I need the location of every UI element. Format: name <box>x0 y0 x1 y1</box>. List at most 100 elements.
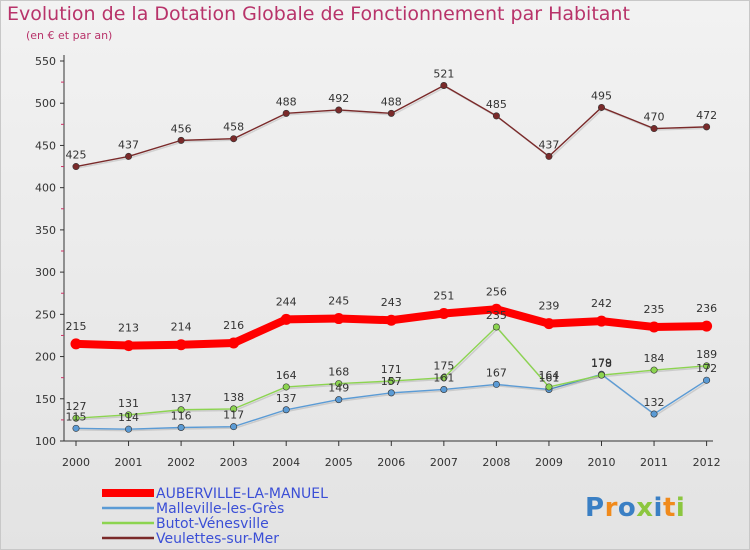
data-label: 149 <box>328 382 349 395</box>
data-label: 251 <box>433 289 454 302</box>
data-label: 157 <box>381 375 402 388</box>
y-tick-label: 250 <box>35 308 56 321</box>
data-point <box>385 314 397 326</box>
data-label: 172 <box>696 362 717 375</box>
logo-letter: i <box>653 493 663 523</box>
data-label: 214 <box>171 321 192 334</box>
x-tick-label: 2008 <box>482 456 510 469</box>
data-label: 167 <box>486 366 507 379</box>
data-point <box>492 323 500 331</box>
data-label: 488 <box>276 95 297 108</box>
x-tick-label: 2001 <box>115 456 143 469</box>
data-point <box>650 366 658 374</box>
data-label: 472 <box>696 109 717 122</box>
data-point <box>72 424 80 432</box>
y-tick-label: 200 <box>35 351 56 364</box>
data-point <box>438 307 450 319</box>
y-tick-label: 500 <box>35 97 56 110</box>
data-label: 470 <box>644 111 665 124</box>
data-point <box>335 380 343 388</box>
data-point <box>701 320 713 332</box>
data-point <box>282 109 290 117</box>
data-point <box>70 338 82 350</box>
y-tick-label: 150 <box>35 393 56 406</box>
data-label: 492 <box>328 92 349 105</box>
data-point <box>280 313 292 325</box>
legend-label: Malleville-les-Grès <box>156 501 284 517</box>
data-point <box>72 414 80 422</box>
data-label: 521 <box>433 67 454 80</box>
data-point <box>125 411 133 419</box>
logo-letter: o <box>617 493 637 523</box>
logo-letter: i <box>675 493 686 523</box>
data-label: 178 <box>591 357 612 370</box>
x-tick-label: 2005 <box>325 456 353 469</box>
data-label: 458 <box>223 121 244 134</box>
data-label: 132 <box>644 396 665 409</box>
legend-label: AUBERVILLE-LA-MANUEL <box>156 486 328 502</box>
legend: AUBERVILLE-LA-MANUELMalleville-les-GrèsB… <box>102 486 328 547</box>
logo-letter: t <box>662 493 676 523</box>
data-point <box>703 362 711 370</box>
data-label: 485 <box>486 98 507 111</box>
data-point <box>125 425 133 433</box>
data-label: 236 <box>696 302 717 315</box>
data-label: 175 <box>433 360 454 373</box>
x-tick-label: 2006 <box>377 456 405 469</box>
data-label: 131 <box>118 397 139 410</box>
data-point <box>123 340 135 352</box>
x-tick-label: 2011 <box>640 456 668 469</box>
data-point <box>177 406 185 414</box>
data-point <box>650 410 658 418</box>
proxiti-logo: Proxiti <box>585 493 685 523</box>
series-layer <box>70 81 713 433</box>
data-point <box>387 377 395 385</box>
data-point <box>230 405 238 413</box>
data-point <box>543 318 555 330</box>
data-labels-layer: 215 213 214 216 244 245 243 251 256 239 242 235 236 1… <box>66 67 718 424</box>
data-label: 117 <box>223 409 244 422</box>
logo-letter: x <box>636 493 654 523</box>
data-point <box>230 423 238 431</box>
data-label: 245 <box>328 295 349 308</box>
x-tick-label: 2009 <box>535 456 563 469</box>
data-label: 216 <box>223 319 244 332</box>
data-label: 161 <box>433 371 454 384</box>
logo-letter: r <box>604 493 618 523</box>
y-tick-label: 350 <box>35 224 56 237</box>
data-label: 168 <box>328 366 349 379</box>
data-point <box>335 396 343 404</box>
data-label: 235 <box>644 303 665 316</box>
data-label: 215 <box>66 320 87 333</box>
x-tick-label: 2007 <box>430 456 458 469</box>
data-label: 137 <box>171 392 192 405</box>
data-label: 171 <box>381 363 402 376</box>
data-point <box>492 380 500 388</box>
data-label: 164 <box>276 369 297 382</box>
data-label: 495 <box>591 89 612 102</box>
data-label: 189 <box>696 348 717 361</box>
y-tick-label: 100 <box>35 435 56 448</box>
data-point <box>650 125 658 133</box>
data-point <box>177 136 185 144</box>
data-point <box>597 103 605 111</box>
data-point <box>228 337 240 349</box>
x-tick-label: 2012 <box>693 456 721 469</box>
data-point <box>545 383 553 391</box>
data-point <box>387 389 395 397</box>
data-label: 114 <box>118 411 139 424</box>
data-point <box>125 152 133 160</box>
data-label: 244 <box>276 295 297 308</box>
data-label: 184 <box>644 352 665 365</box>
data-label: 138 <box>223 391 244 404</box>
data-point <box>387 109 395 117</box>
data-label: 239 <box>538 300 559 313</box>
data-label: 235 <box>486 309 507 322</box>
data-point <box>597 371 605 379</box>
data-label: 456 <box>171 122 192 135</box>
y-tick-label: 450 <box>35 139 56 152</box>
data-point <box>648 321 660 333</box>
y-tick-label: 550 <box>35 55 56 68</box>
